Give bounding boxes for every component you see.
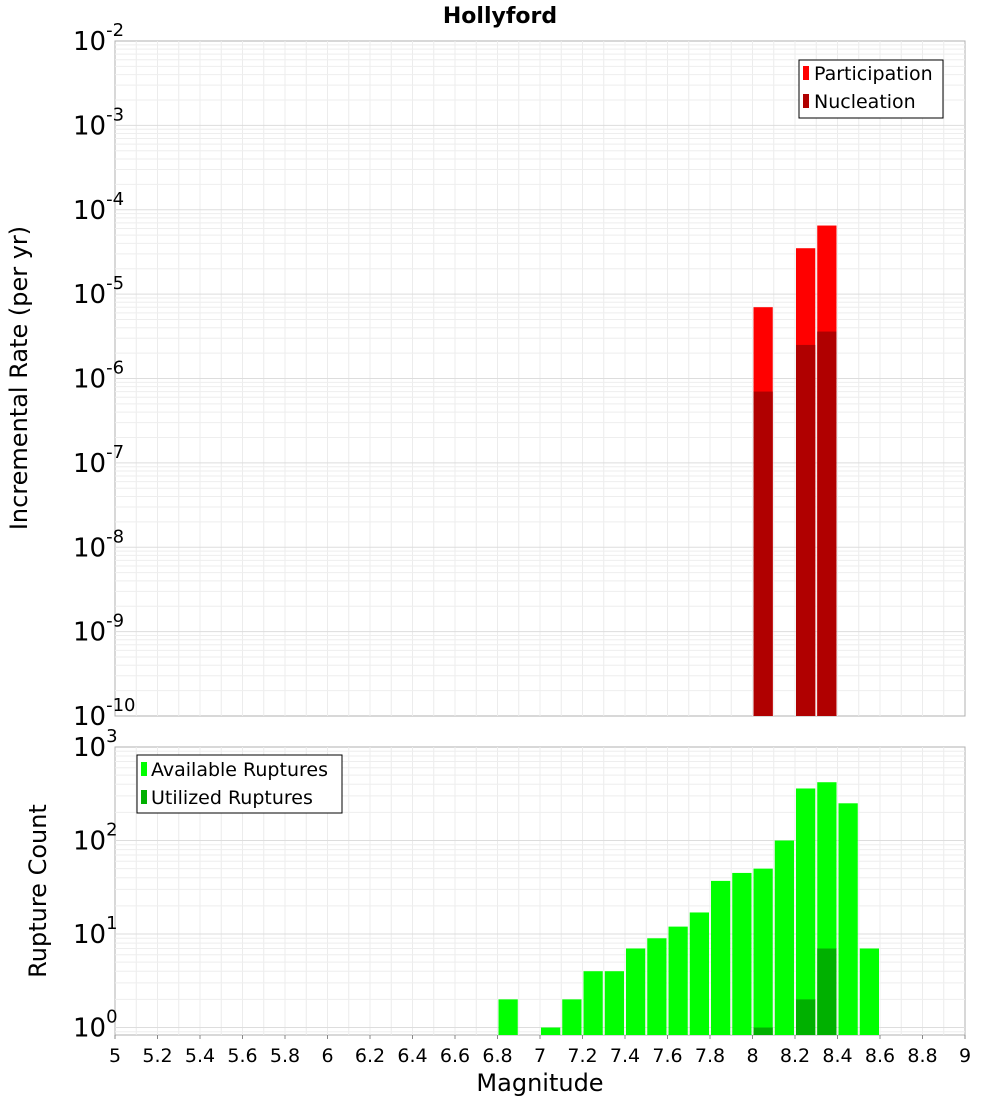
rate-legend-box (798, 59, 944, 119)
bar-available-ruptures (604, 971, 624, 1035)
chart-title: Hollyford (443, 4, 557, 29)
x-tick-label: 7.8 (695, 1045, 725, 1067)
bar-available-ruptures (647, 938, 667, 1035)
legend-swatch-available (141, 762, 147, 776)
x-tick-label: 6.8 (482, 1045, 512, 1067)
bar-utilized-ruptures (753, 1027, 773, 1035)
bar-available-ruptures (541, 1027, 561, 1035)
bar-available-ruptures (583, 971, 603, 1035)
bar-available-ruptures (626, 948, 646, 1035)
x-tick-label: 7.6 (652, 1045, 682, 1067)
bar-available-ruptures (753, 868, 773, 1035)
x-tick-label: 7.2 (567, 1045, 597, 1067)
x-tick-label: 9 (959, 1045, 971, 1067)
rate-y-tick-label: 10-7 (73, 442, 124, 479)
bar-available-ruptures (796, 788, 816, 1035)
rate-y-tick-label: 10-10 (73, 695, 136, 732)
x-tick-label: 8.8 (907, 1045, 937, 1067)
count-y-ticks: 100 101 102 103 (73, 726, 118, 1044)
count-y-tick-label: 101 (73, 913, 118, 950)
legend-swatch-nucleation (803, 94, 809, 108)
legend-label-participation: Participation (814, 63, 933, 85)
legend-swatch-participation (803, 66, 809, 80)
bar-utilized-ruptures (817, 948, 837, 1035)
x-tick-label: 8.2 (780, 1045, 810, 1067)
count-y-tick-label: 103 (73, 726, 118, 763)
bar-available-ruptures (859, 948, 879, 1035)
x-tick-label: 6.4 (397, 1045, 427, 1067)
rate-grid (115, 41, 965, 716)
x-tick-label: 7.4 (610, 1045, 640, 1067)
x-tick-label: 8.6 (865, 1045, 895, 1067)
rate-panel: 10-10 10-9 10-8 10-7 10-6 10-5 10-4 10-3 10-2 In… (5, 20, 966, 732)
bar-nucleation (817, 331, 837, 716)
count-panel: 100 101 102 103 5 5.2 5.4 5.6 5.8 6 6.2 6.4 6.6 6.8 7… (24, 726, 971, 1097)
count-y-tick-label: 102 (73, 820, 118, 857)
bar-nucleation (753, 391, 773, 716)
count-legend-box (136, 754, 343, 814)
x-tick-label: 5 (109, 1045, 121, 1067)
x-tick-label: 5.6 (227, 1045, 257, 1067)
rate-y-tick-label: 10-3 (73, 104, 124, 141)
count-legend: Available Ruptures Utilized Ruptures (136, 754, 343, 814)
x-tick-label: 5.2 (142, 1045, 172, 1067)
x-tick-label: 6 (321, 1045, 333, 1067)
legend-label-available: Available Ruptures (151, 759, 328, 781)
bar-available-ruptures (711, 880, 731, 1035)
x-ticks: 5 5.2 5.4 5.6 5.8 6 6.2 6.4 6.6 6.8 7 7.2 7.4 7.6 7.8 8… (109, 1035, 971, 1067)
legend-label-nucleation: Nucleation (814, 91, 916, 113)
bar-nucleation (796, 344, 816, 716)
count-bars (498, 782, 879, 1035)
legend-swatch-utilized (141, 790, 147, 804)
rate-y-tick-label: 10-6 (73, 358, 124, 395)
bar-available-ruptures (689, 912, 709, 1035)
bar-utilized-ruptures (796, 999, 816, 1035)
rate-y-axis-label: Incremental Rate (per yr) (5, 226, 33, 530)
bar-available-ruptures (732, 872, 752, 1035)
x-tick-label: 6.2 (355, 1045, 385, 1067)
x-tick-label: 6.6 (440, 1045, 470, 1067)
x-tick-label: 8.4 (822, 1045, 852, 1067)
bar-available-ruptures (498, 999, 518, 1035)
rate-y-ticks: 10-10 10-9 10-8 10-7 10-6 10-5 10-4 10-3 10-2 (73, 20, 136, 732)
rate-bars (753, 225, 837, 717)
bar-available-ruptures (838, 803, 858, 1035)
rate-y-tick-label: 10-8 (73, 526, 124, 563)
bar-available-ruptures (774, 840, 794, 1035)
rate-legend: Participation Nucleation (798, 59, 944, 119)
rate-y-tick-label: 10-5 (73, 273, 124, 310)
rate-y-tick-label: 10-4 (73, 189, 124, 226)
bar-available-ruptures (668, 926, 688, 1035)
count-y-tick-label: 100 (73, 1007, 118, 1044)
x-tick-label: 5.8 (270, 1045, 300, 1067)
x-axis-label: Magnitude (476, 1069, 603, 1097)
x-tick-label: 5.4 (185, 1045, 215, 1067)
rate-y-tick-label: 10-2 (73, 20, 124, 57)
x-tick-label: 8 (746, 1045, 758, 1067)
legend-label-utilized: Utilized Ruptures (151, 787, 313, 809)
count-y-axis-label: Rupture Count (24, 804, 52, 978)
bar-available-ruptures (562, 999, 582, 1035)
x-tick-label: 7 (534, 1045, 546, 1067)
rate-y-tick-label: 10-9 (73, 611, 124, 648)
